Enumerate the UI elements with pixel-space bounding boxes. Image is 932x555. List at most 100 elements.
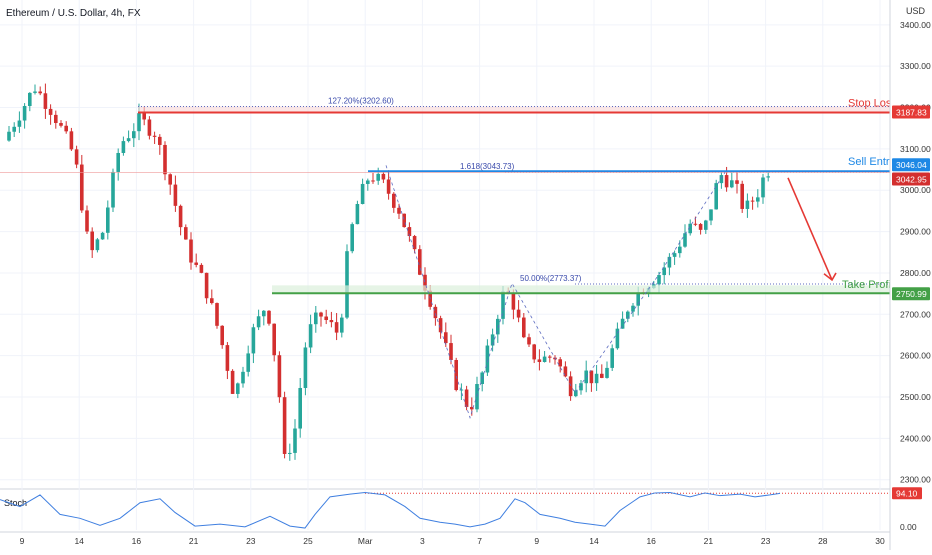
take-profit-zone — [272, 285, 890, 294]
stop-loss-zone — [138, 106, 890, 113]
current-price-tag — [892, 172, 930, 186]
x-tick-label: 9 — [20, 536, 25, 546]
candle-up — [106, 207, 110, 233]
candle-up — [17, 120, 22, 127]
price-axis: 2300.00 2400.00 2500.00 2600.00 2700.00 2800.… — [889, 0, 932, 550]
candle-up — [678, 246, 682, 254]
x-tick-label: 7 — [477, 536, 482, 546]
x-tick-label: 23 — [761, 536, 771, 546]
y-tick-label: 3100.00 — [900, 144, 931, 154]
candle-up — [756, 197, 760, 202]
candle-up — [620, 318, 625, 329]
x-tick-label: 28 — [818, 536, 828, 546]
candle-down — [48, 108, 53, 115]
candle-up — [126, 138, 131, 142]
candle-up — [745, 200, 750, 209]
candle-down — [412, 236, 417, 250]
candle-up — [7, 131, 11, 141]
y-tick-label: 2800.00 — [900, 268, 931, 278]
stoch-name: Stoch — [4, 498, 27, 508]
candle-down — [548, 356, 552, 358]
x-tick-label: 14 — [74, 536, 84, 546]
x-tick-label: 14 — [589, 536, 599, 546]
candle-up — [459, 389, 464, 391]
currency-label: USD — [906, 6, 926, 16]
candle-down — [402, 213, 406, 228]
candle-down — [334, 322, 339, 333]
candle-up — [657, 275, 661, 285]
candle-down — [511, 293, 516, 310]
candle-down — [168, 174, 172, 185]
candle-up — [137, 113, 141, 132]
candle-down — [277, 355, 282, 398]
candle-up — [574, 390, 578, 397]
candle-up — [683, 233, 687, 247]
time-axis: 9 14 16 21 23 25 Mar 3 7 9 14 16 21 23 28 30 — [20, 536, 885, 546]
candle-up — [116, 152, 120, 172]
candle-down — [386, 179, 391, 194]
candle-down — [69, 131, 74, 150]
stop-loss-price-tag — [892, 105, 930, 119]
candle-down — [516, 309, 521, 318]
candle-down — [381, 173, 386, 180]
fib-label: 127.20%(3202.60) — [328, 96, 394, 105]
y-tick-label: 2500.00 — [900, 392, 931, 402]
candle-down — [43, 93, 48, 109]
candle-up — [366, 180, 370, 184]
candle-up — [298, 387, 302, 429]
candle-down — [454, 360, 458, 391]
candle-up — [33, 91, 37, 93]
candle-down — [397, 207, 401, 214]
candle-up — [636, 292, 640, 306]
overlays: Stop Loss Sell Entry Take Profit 127.20%(32… — [0, 96, 897, 419]
candle-down — [147, 119, 152, 136]
stop-loss-label: Stop Loss — [848, 98, 897, 110]
candle-up — [714, 183, 718, 210]
y-tick-label: 2400.00 — [900, 433, 931, 443]
candle-up — [132, 131, 136, 139]
candle-down — [527, 337, 531, 345]
candle-down — [272, 323, 276, 356]
candle-up — [121, 141, 126, 153]
fib-label: 50.00%(2773.37) — [520, 274, 582, 283]
candle-down — [319, 312, 323, 317]
candle-up — [579, 383, 583, 391]
candle-down — [178, 205, 183, 228]
candle-up — [485, 345, 490, 373]
forecast-arrow-line — [787, 177, 833, 281]
candle-up — [719, 175, 724, 184]
candle-down — [407, 227, 412, 237]
x-tick-label: 30 — [875, 536, 885, 546]
candle-down — [449, 343, 453, 361]
candle-up — [688, 223, 692, 234]
candle-up — [350, 224, 354, 252]
candle-down — [225, 345, 230, 371]
candle-down — [59, 123, 63, 126]
candle-down — [90, 231, 94, 251]
candle-up — [22, 106, 27, 121]
candle-up — [308, 324, 313, 348]
candle-down — [693, 223, 698, 225]
stop-loss-price-label: 3187.83 — [896, 108, 927, 118]
stoch-value-label: 94.10 — [896, 488, 918, 498]
candle-down — [194, 262, 198, 265]
y-tick-label: 3400.00 — [900, 20, 931, 30]
candle-up — [766, 176, 770, 178]
y-tick-label: 3000.00 — [900, 185, 931, 195]
candle-up — [251, 327, 256, 354]
candle-down — [158, 136, 162, 145]
stoch-panel: Stoch 94.10 0.00 — [0, 487, 922, 532]
x-tick-label: 3 — [420, 536, 425, 546]
candle-down — [558, 359, 562, 367]
candle-down — [38, 91, 42, 94]
x-tick-label: 16 — [132, 536, 142, 546]
axis-background — [890, 0, 932, 550]
candle-down — [184, 227, 188, 240]
candle-down — [324, 316, 328, 321]
candle-down — [152, 135, 157, 137]
pattern-zigzag — [385, 165, 726, 419]
candle-down — [563, 366, 568, 377]
candle-up — [256, 316, 261, 328]
